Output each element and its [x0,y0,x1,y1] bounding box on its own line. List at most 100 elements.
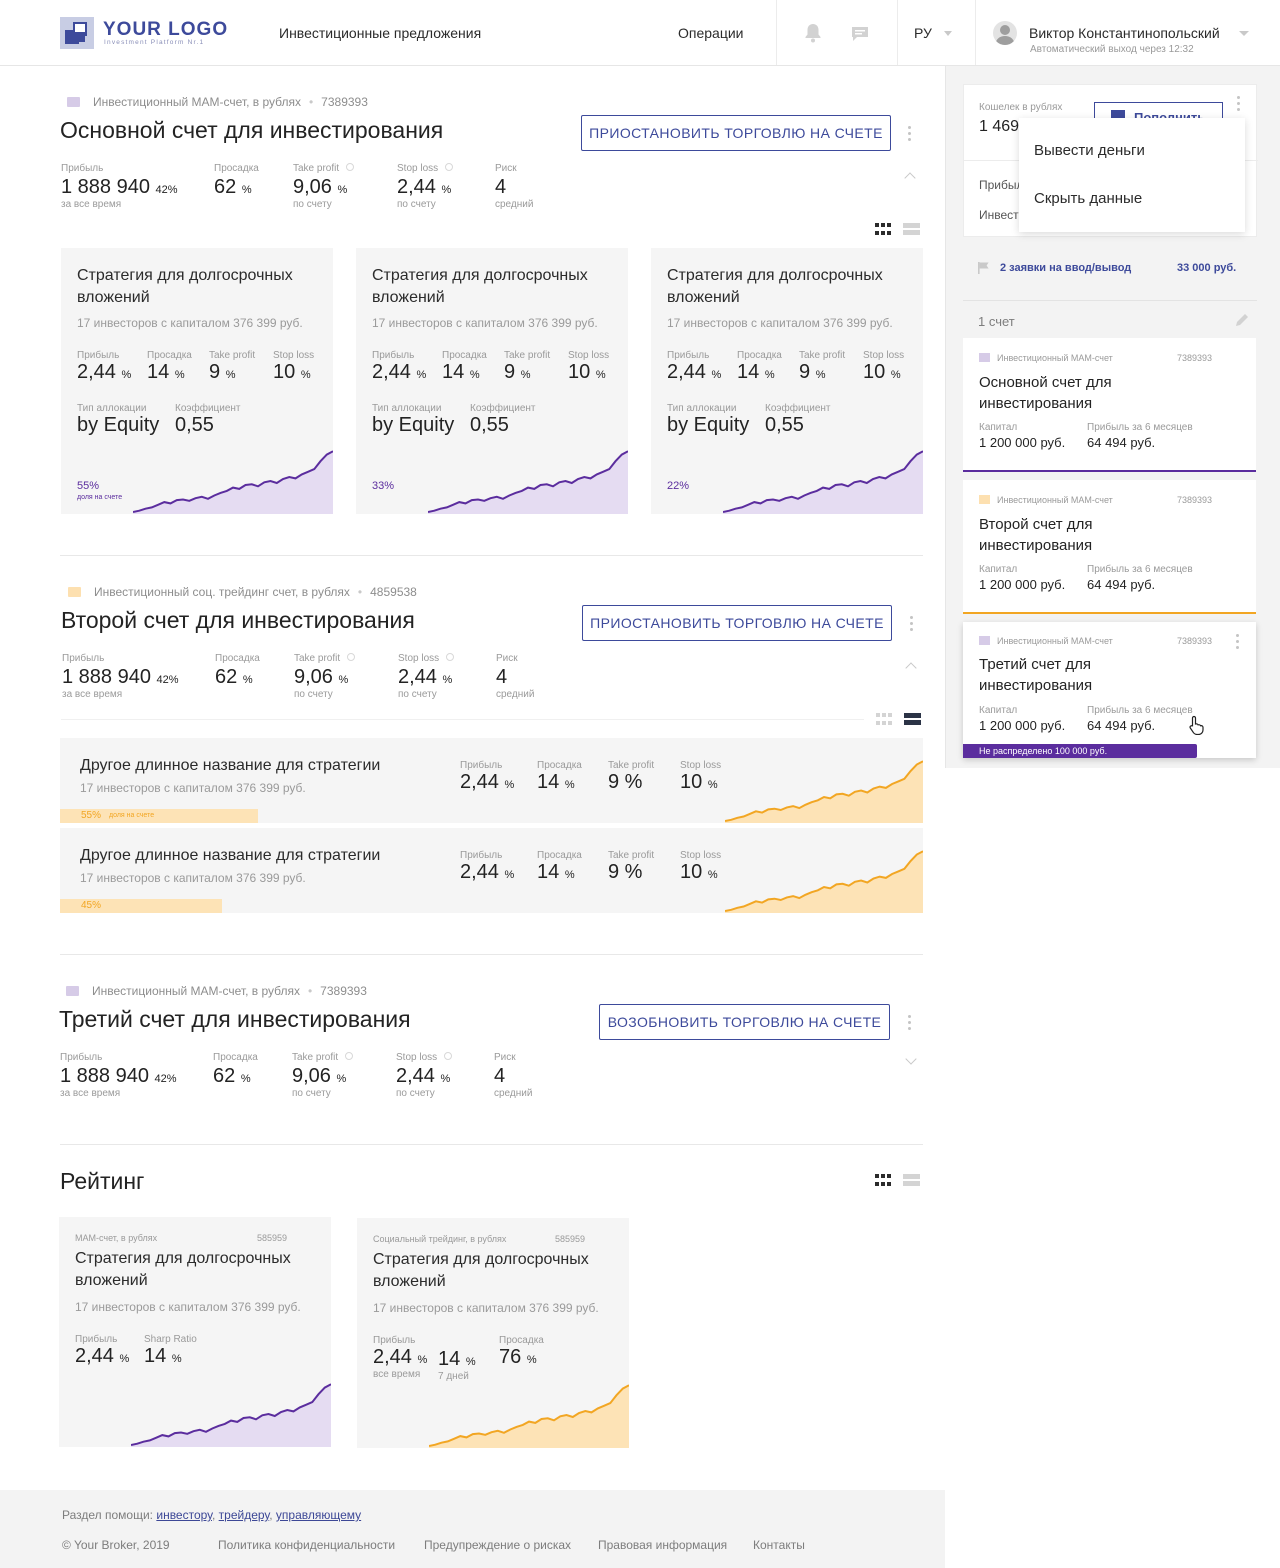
rating-card[interactable]: МАМ-счет, в рублях 585959 Стратегия для … [59,1217,331,1447]
account-mini-card[interactable]: Инвестиционный МАМ-счет 7389393 Основной… [963,338,1256,472]
list-view-icon[interactable] [903,223,920,237]
stat-stop-loss: Stop loss 2,44 % по счету [396,1052,452,1099]
card-title: Основной счет для инвестирования [979,374,1112,412]
sparkline-line [723,450,923,513]
nav-operations[interactable]: Операции [678,25,744,41]
strategy-card[interactable]: Стратегия для долгосрочных вложений 17 и… [61,248,333,514]
strategy-card[interactable]: Стратегия для долгосрочных вложений 17 и… [356,248,628,514]
stat-drawdown: Просадка 14 % [147,350,192,383]
strategy-investors: 17 инвесторов с капиталом 376 399 руб. [75,1300,301,1314]
language-selector[interactable]: РУ [914,25,954,43]
footer-link-contacts[interactable]: Контакты [753,1538,805,1552]
help-link-manager[interactable]: управляющему [275,1508,362,1522]
grid-view-icon[interactable] [875,1174,891,1188]
kebab-menu-icon[interactable] [908,126,912,142]
strategy-title: Другое длинное название для стратегии [80,847,381,864]
share-percent: 45% [81,900,102,911]
stat-profit: Прибыль 2,44 % [667,350,722,383]
performance-sparkline [133,450,333,514]
share-bar: 45% [60,899,222,913]
info-icon [445,653,454,661]
stat-profit: Прибыль 2,44 % [75,1334,130,1367]
help-link-investor[interactable]: инвестору [156,1508,212,1522]
performance-sparkline [429,1384,629,1448]
pencil-icon[interactable] [1235,313,1249,327]
card-id: 7389393 [1177,636,1213,646]
briefcase-icon [979,495,990,504]
account-type: Инвестиционный МАМ-счет, в рублях • 738939… [93,95,368,109]
profit-6m: Прибыль за 6 месяцев 64 494 руб. [1087,705,1193,733]
kebab-menu-icon[interactable] [1237,96,1241,112]
stat-take-profit: Take profit 9 % [608,760,655,793]
allocation-type: Тип аллокации by Equity [372,403,455,436]
bell-icon[interactable] [804,23,822,43]
wallet-dropdown-menu: Вывести деньги Скрыть данные [1019,118,1245,232]
card-title: Третий счет для инвестирования [979,656,1093,694]
kebab-menu-icon[interactable] [908,1015,912,1031]
account-mini-card[interactable]: Инвестиционный МАМ-счет 7389393 Второй с… [963,480,1256,614]
resume-trading-button[interactable]: ВОЗОБНОВИТЬ ТОРГОВЛЮ НА СЧЕТЕ [599,1004,890,1040]
sparkline-line [725,850,923,912]
strategy-row[interactable]: Другое длинное название для стратегии 17… [60,828,923,913]
info-icon [346,653,355,661]
chevron-down-icon[interactable] [905,1053,917,1065]
stat-drawdown: Просадка 14 % [537,850,582,883]
kebab-menu-icon[interactable] [910,616,914,632]
user-menu[interactable]: Виктор Константинопольский Автоматически… [993,21,1253,61]
share-percent: 55% [81,810,102,821]
sparkline-area [133,451,333,514]
strategy-investors: 17 инвесторов с капиталом 376 399 руб. [80,871,306,885]
sparkline-line [429,1384,629,1447]
strategy-card[interactable]: Стратегия для долгосрочных вложений 17 и… [651,248,923,514]
footer-link-legal[interactable]: Правовая информация [598,1538,728,1552]
sparkline-area [725,761,923,823]
account-mini-card[interactable]: Инвестиционный МАМ-счет 7389393 Третий с… [963,622,1256,758]
stat-take-profit: Take profit 9 % [799,350,846,383]
footer-link-risks[interactable]: Предупреждение о рисках [424,1538,572,1552]
stat-stop-loss: Stop loss 10 % [680,760,722,793]
grid-view-icon[interactable] [875,223,891,237]
chevron-up-icon[interactable] [905,662,917,674]
performance-sparkline [723,450,923,514]
nav-investment-offers[interactable]: Инвестиционные предложения [279,25,482,41]
pause-trading-button[interactable]: ПРИОСТАНОВИТЬ ТОРГОВЛЮ НА СЧЕТЕ [582,605,892,641]
stat-sharp-ratio: Sharp Ratio 14 % [144,1334,197,1367]
list-view-icon[interactable] [904,713,921,727]
chat-icon[interactable] [851,26,869,42]
strategy-investors: 17 инвесторов с капиталом 376 399 руб. [77,316,303,330]
section-divider [60,555,923,556]
stat-stop-loss: Stop loss 2,44 % по счету [397,163,453,210]
requests-row[interactable]: 2 заявки на ввод/вывод 33 000 руб. [963,251,1257,301]
stat-risk: Риск 4 средний [496,653,535,700]
grid-view-icon[interactable] [876,713,892,727]
share-note: доля на счете [109,812,155,819]
rating-card[interactable]: Социальный трейдинг, в рублях 585959 Стр… [357,1218,629,1448]
menu-item-hide-data[interactable]: Скрыть данные [1034,190,1143,207]
coefficient: Коэффициент 0,55 [765,403,831,436]
chevron-up-icon[interactable] [904,172,916,184]
allocation-type: Тип аллокации by Equity [667,403,750,436]
sparkline-line [133,450,333,513]
card-id: 7389393 [1177,353,1213,363]
footer-link-privacy[interactable]: Политика конфиденциальности [218,1538,396,1552]
kebab-menu-icon[interactable] [1236,634,1240,650]
strategy-title: Стратегия для долгосрочных вложений [77,267,293,306]
performance-sparkline [131,1383,331,1447]
sparkline-area [428,451,628,514]
list-view-icon[interactable] [903,1174,920,1188]
stat-risk: Риск 4 средний [495,163,534,210]
info-icon [344,1052,353,1060]
share-bar: 55% доля на счете [60,809,258,823]
strategy-row[interactable]: Другое длинное название для стратегии 17… [60,738,923,823]
logo[interactable]: YOUR LOGO Investment Platform Nr.1 [60,17,230,51]
menu-item-withdraw[interactable]: Вывести деньги [1034,142,1145,159]
card-type: Инвестиционный МАМ-счет [997,495,1113,505]
coefficient: Коэффициент 0,55 [175,403,241,436]
stat-stop-loss: Stop loss 10 % [273,350,315,383]
undistributed-badge: Не распределено 100 000 руб. [963,744,1197,758]
help-link-trader[interactable]: трейдеру [218,1508,270,1522]
stat-drawdown: Просадка 14 % [737,350,782,383]
strategy-title: Стратегия для долгосрочных вложений [372,267,588,306]
pause-trading-button[interactable]: ПРИОСТАНОВИТЬ ТОРГОВЛЮ НА СЧЕТЕ [581,115,891,151]
briefcase-icon [979,353,990,362]
